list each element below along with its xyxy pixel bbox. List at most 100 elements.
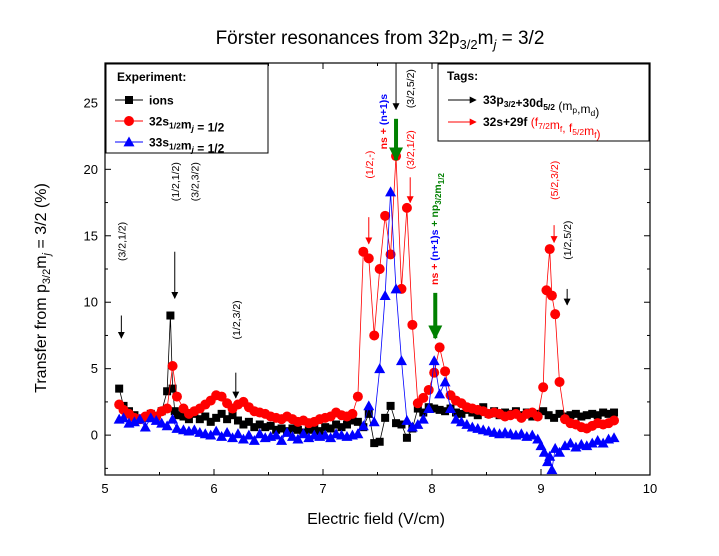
annotation-label: (3/2,1/2): [405, 130, 417, 169]
data-point-triangle: [292, 433, 304, 444]
data-point-triangle: [412, 418, 424, 429]
data-point-square: [604, 409, 613, 418]
data-point-triangle: [406, 421, 418, 432]
data-point-square: [217, 409, 226, 418]
tag-label-part: ): [596, 127, 600, 141]
data-point-square: [233, 416, 242, 425]
data-point-triangle: [374, 363, 386, 374]
data-point-triangle: [535, 440, 547, 451]
data-point-triangle: [445, 403, 457, 413]
data-point-square: [206, 417, 215, 426]
tag-label-part: 32s+29f: [483, 115, 528, 129]
data-point-triangle: [542, 456, 554, 467]
data-point-square: [179, 412, 188, 421]
data-point-square: [599, 408, 608, 417]
data-point-square: [163, 387, 172, 396]
data-point-square: [293, 425, 302, 434]
data-point-square: [550, 413, 559, 422]
legend-label: ions: [149, 94, 174, 108]
y-axis-label: Transfer from p3/2mj = 3/2 (%): [33, 183, 53, 393]
data-point-square: [457, 409, 466, 418]
x-tick-label: 10: [643, 481, 657, 496]
tag-label-part: 33p: [483, 93, 504, 107]
data-point-triangle: [544, 450, 556, 461]
data-point-circle: [554, 376, 565, 387]
data-point-circle: [352, 391, 363, 402]
legend-label-part: 33s: [149, 136, 169, 150]
data-point-triangle: [439, 376, 451, 387]
data-point-square: [326, 424, 335, 433]
resonance-label-part: 3/2: [434, 193, 443, 205]
data-point-triangle: [434, 388, 446, 399]
annotation-label: (5/2,3/2): [549, 161, 561, 200]
data-point-circle: [401, 202, 412, 213]
data-point-circle: [550, 309, 561, 320]
data-point-square: [201, 412, 210, 421]
data-point-square: [266, 421, 275, 430]
legend-title: Experiment:: [117, 70, 186, 84]
data-point-triangle: [395, 355, 407, 366]
data-point-triangle: [423, 403, 435, 413]
data-point-square: [261, 423, 270, 432]
data-point-triangle: [368, 416, 380, 427]
data-point-square: [184, 415, 193, 424]
data-point-circle: [358, 246, 369, 257]
y-tick-label: 0: [91, 428, 98, 443]
data-point-square: [413, 404, 422, 413]
x-axis-label: Electric field (V/cm): [307, 511, 445, 528]
data-point-triangle: [254, 428, 266, 439]
data-point-square: [566, 411, 575, 420]
data-point-triangle: [167, 413, 179, 424]
y-tick-label: 25: [84, 95, 98, 110]
data-point-triangle: [210, 425, 222, 436]
data-point-square: [195, 415, 204, 424]
data-point-square: [332, 420, 341, 429]
data-point-square: [348, 416, 357, 425]
legend-label-part: m: [181, 139, 192, 153]
data-point-triangle: [150, 415, 162, 425]
data-point-circle: [532, 411, 543, 422]
data-point-circle: [363, 253, 374, 264]
data-point-square: [571, 409, 580, 418]
annotation-label: (3/2,3/2): [189, 162, 201, 201]
data-point-square: [392, 419, 401, 428]
data-point-square: [244, 417, 253, 426]
data-point-square: [115, 384, 124, 393]
x-tick-label: 8: [428, 481, 435, 496]
data-point-triangle: [461, 418, 473, 429]
data-point-square: [364, 409, 373, 418]
data-point-triangle: [171, 422, 183, 433]
data-point-triangle: [139, 421, 151, 432]
resonance-label-part: 1/2: [437, 173, 446, 185]
data-point-triangle: [145, 412, 157, 423]
annotation-label: (1/2,1/2): [170, 162, 182, 201]
data-point-triangle: [357, 420, 369, 431]
data-point-triangle: [221, 426, 233, 437]
data-point-square: [353, 417, 362, 426]
resonance-label-part: ns +: [378, 125, 390, 149]
tag-label-part: f: [560, 124, 563, 134]
tag-label-part: 5/2: [543, 102, 555, 112]
tag-label-part: ): [595, 105, 599, 119]
data-point-triangle: [303, 432, 315, 443]
data-point-square: [223, 415, 232, 424]
x-tick-label: 5: [101, 481, 108, 496]
tags-title: Tags:: [447, 69, 478, 83]
legend-label-part: j: [191, 124, 195, 134]
data-point-circle: [347, 408, 358, 419]
data-point-triangle: [526, 429, 538, 440]
data-point-square: [212, 413, 221, 422]
legend-label: 32s1/2mj = 1/2: [149, 115, 225, 135]
x-tick-label: 9: [537, 481, 544, 496]
data-point-square: [375, 437, 384, 446]
data-point-square: [174, 411, 183, 420]
data-point-square: [588, 409, 597, 418]
data-point-triangle: [532, 433, 544, 444]
data-point-triangle: [276, 434, 288, 445]
data-point-square: [555, 409, 564, 418]
tag-label-part: m: [584, 124, 594, 138]
data-point-square: [386, 401, 395, 410]
data-point-triangle: [188, 424, 200, 435]
data-point-triangle: [538, 446, 550, 457]
